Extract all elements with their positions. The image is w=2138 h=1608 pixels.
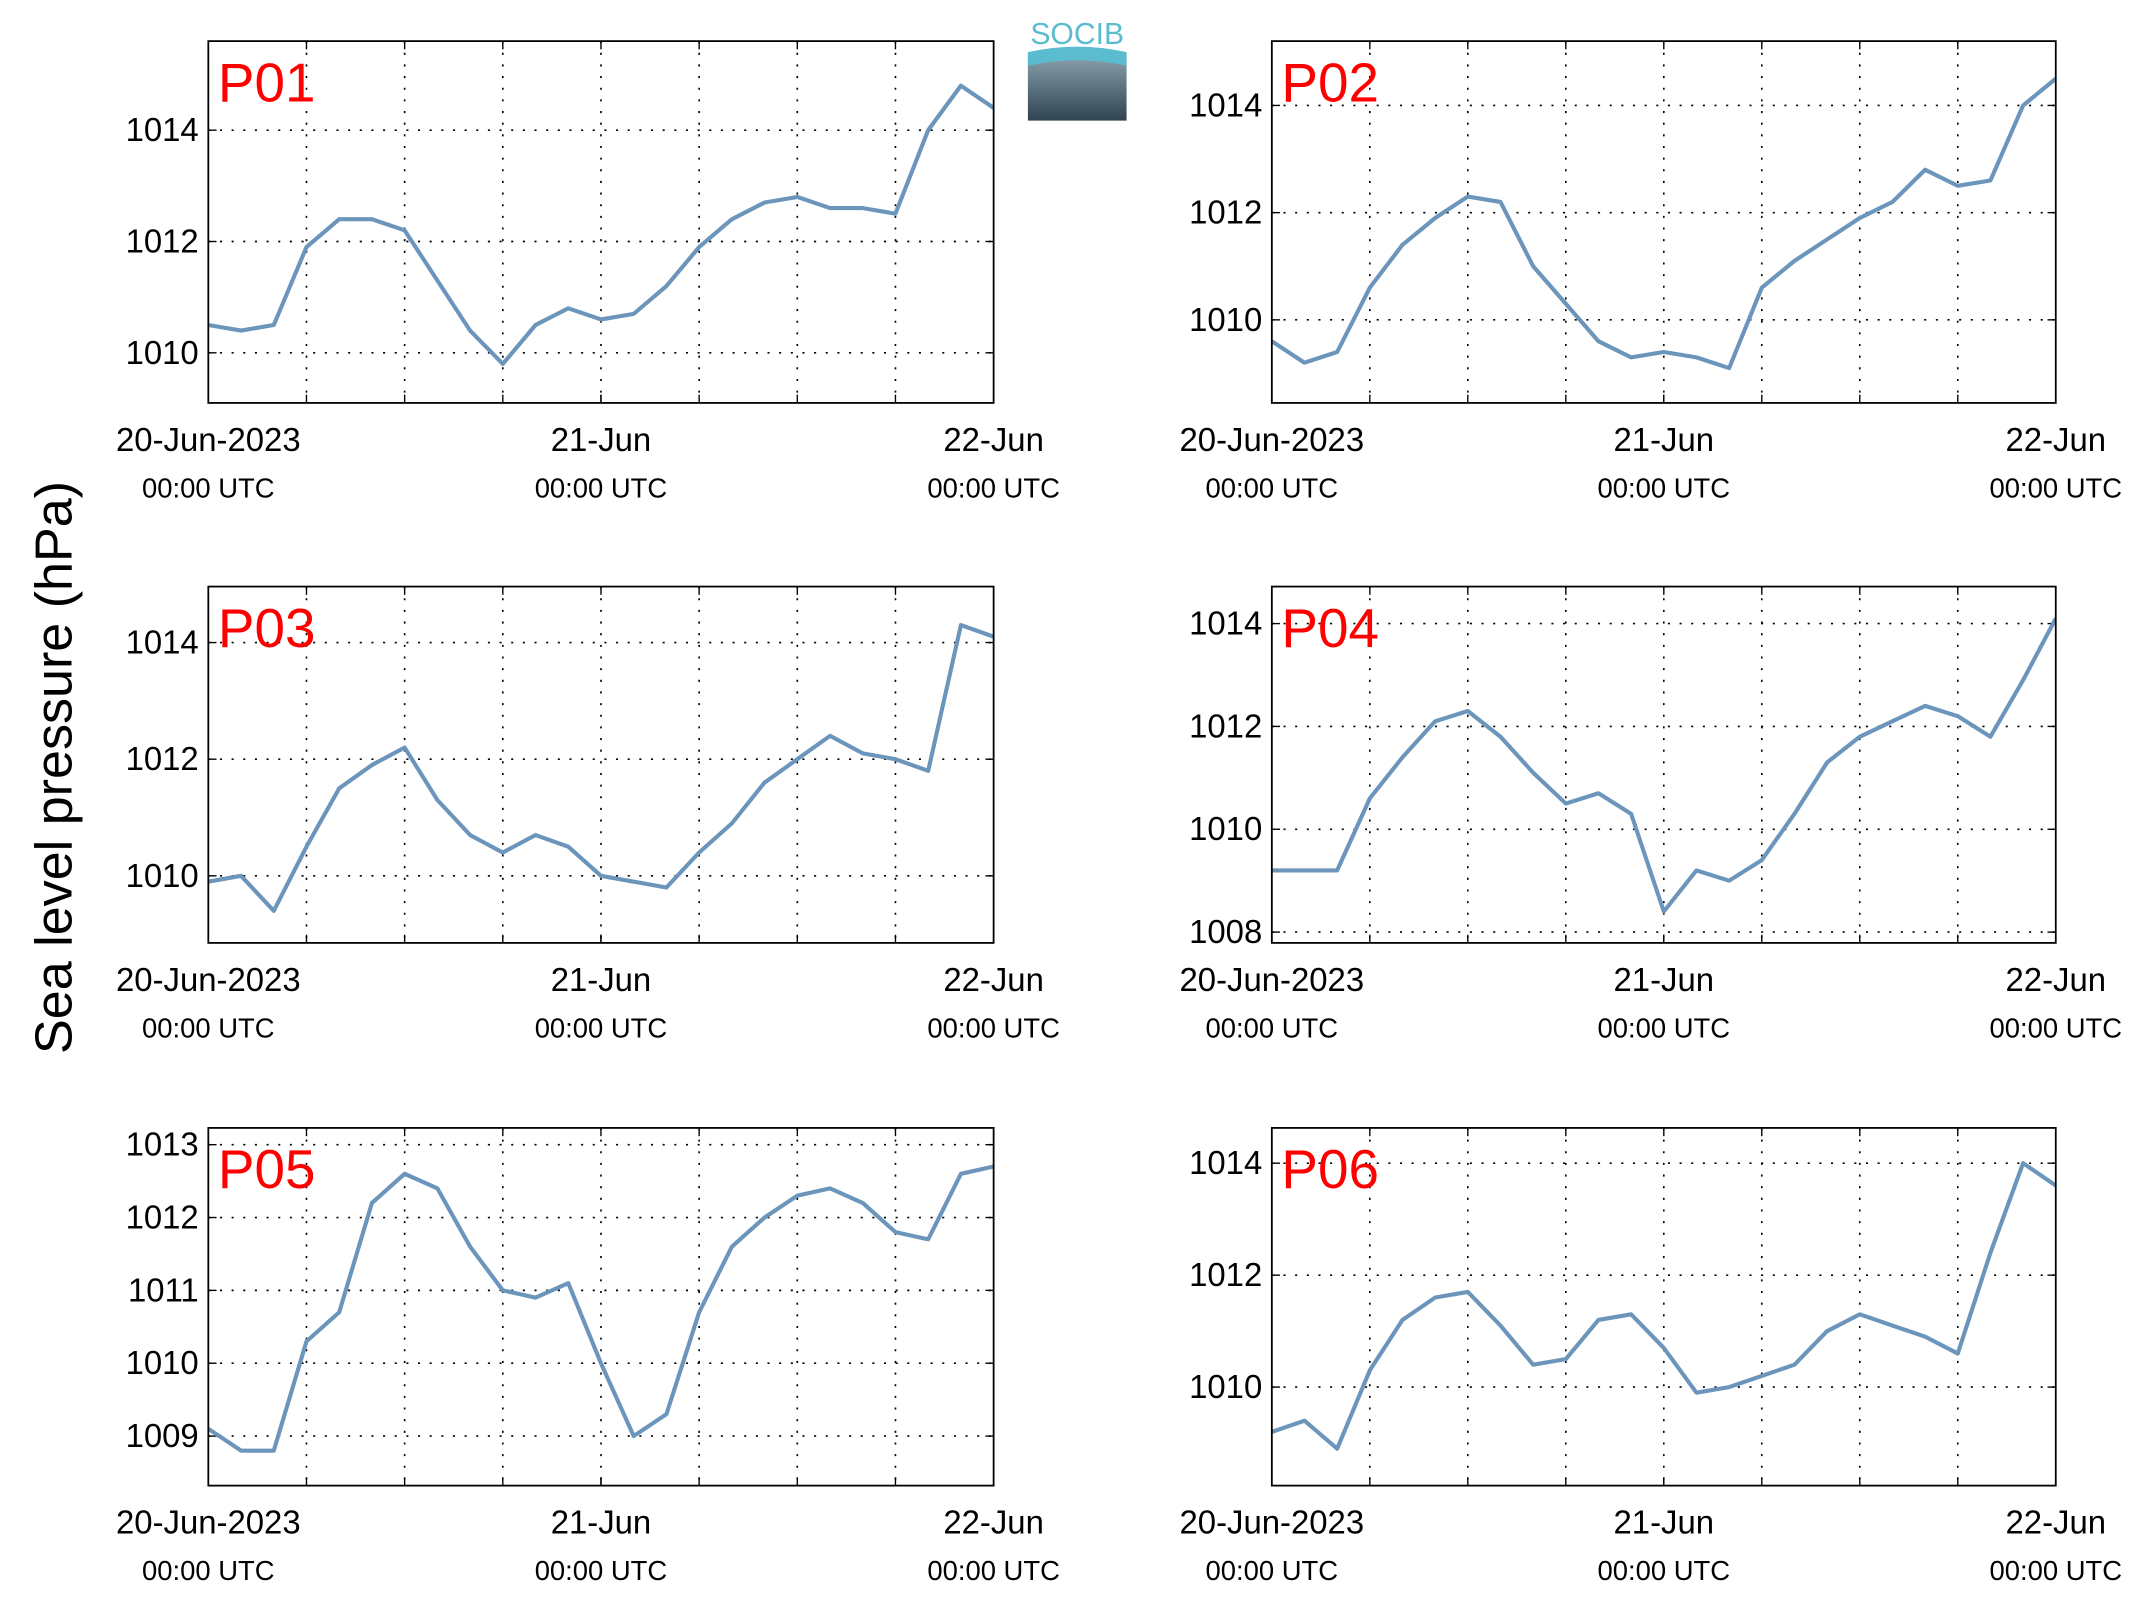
line-group: [1271, 617, 2056, 914]
plot-area: [1271, 41, 2056, 403]
subplot: 1009 1010 1011 1012 1013 20-Jun-2023 00:00 UTC…: [116, 1126, 1060, 1587]
y-axis-label: Sea level pressure (hPa): [25, 481, 83, 1054]
x-tick-label: 20-Jun-2023 00:00 UTC: [116, 961, 301, 1044]
x-tick-label: 22-Jun 00:00 UTC: [927, 421, 1060, 504]
subplot: 1010 1012 1014 20-Jun-2023 00:00 UTC 21-Jun 00…: [116, 40, 1060, 504]
plot-frame: [1270, 585, 2057, 944]
y-tick-label: 1012: [1189, 707, 1262, 744]
y-tick-label: 1010: [1189, 1368, 1262, 1405]
y-tick-label: 1010: [1189, 301, 1262, 338]
data-line: [1271, 1161, 2056, 1451]
y-tick-label: 1012: [126, 740, 199, 777]
x-tick-label: 20-Jun-2023 00:00 UTC: [116, 1504, 301, 1587]
y-tick-label: 1010: [1189, 810, 1262, 847]
x-tick-label: 20-Jun-2023 00:00 UTC: [116, 421, 301, 504]
x-tick-label: 22-Jun 00:00 UTC: [1990, 961, 2123, 1044]
y-tick-label: 1010: [126, 1344, 199, 1381]
y-tick-label: 1010: [126, 857, 199, 894]
x-tick-label: 21-Jun 00:00 UTC: [1598, 961, 1731, 1044]
y-tick-label: 1014: [1189, 1144, 1262, 1181]
plot-frame: [207, 40, 995, 404]
data-line: [1271, 617, 2056, 914]
data-line: [208, 623, 994, 913]
x-tick-label: 20-Jun-2023 00:00 UTC: [1180, 961, 1365, 1044]
x-tick-label: 20-Jun-2023 00:00 UTC: [1180, 1504, 1365, 1587]
y-tick-label: 1008: [1189, 913, 1262, 950]
y-tick-label: 1012: [1189, 194, 1262, 231]
data-line: [208, 83, 994, 367]
logo-wave: [1027, 46, 1127, 66]
plot-frame: [1270, 1127, 2057, 1487]
plot-frame: [207, 1127, 995, 1487]
panel-title: P01: [218, 51, 316, 113]
subplot: 1010 1012 1014 20-Jun-2023 00:00 UTC 21-Jun 00…: [116, 585, 1060, 1044]
x-tick-label: 21-Jun 00:00 UTC: [535, 961, 668, 1044]
x-tick-label: 22-Jun 00:00 UTC: [927, 1504, 1060, 1587]
y-tick-label: 1011: [128, 1271, 199, 1308]
y-tick-label: 1014: [1189, 86, 1262, 123]
panel-title: P02: [1281, 51, 1379, 113]
panel-title: P05: [218, 1138, 316, 1200]
plot-frame: [207, 585, 995, 944]
y-tick-label: 1012: [126, 1198, 199, 1235]
plot-area: [208, 41, 994, 403]
x-tick-label: 22-Jun 00:00 UTC: [1990, 1504, 2123, 1587]
line-group: [208, 623, 994, 913]
panel-title: P04: [1281, 597, 1379, 659]
y-tick-label: 1014: [126, 111, 199, 148]
x-tick-label: 21-Jun 00:00 UTC: [535, 421, 668, 504]
x-tick-label: 22-Jun 00:00 UTC: [927, 961, 1060, 1044]
panel-title: P03: [218, 597, 316, 659]
logo: SOCIB: [1027, 18, 1127, 121]
logo-box: [1027, 52, 1127, 121]
y-tick-label: 1009: [126, 1417, 199, 1454]
x-tick-label: 20-Jun-2023 00:00 UTC: [1180, 421, 1365, 504]
x-tick-label: 21-Jun 00:00 UTC: [1598, 421, 1731, 504]
y-tick-label: 1012: [1189, 1256, 1262, 1293]
subplot: 1010 1012 1014 20-Jun-2023 00:00 UTC 21-Jun 00…: [1180, 1127, 2123, 1587]
data-line: [1271, 77, 2056, 371]
logo-text: SOCIB: [1030, 18, 1124, 51]
y-tick-label: 1014: [1189, 605, 1262, 642]
panel-title: P06: [1281, 1138, 1379, 1200]
y-tick-label: 1013: [126, 1126, 199, 1163]
x-tick-label: 21-Jun 00:00 UTC: [1598, 1504, 1731, 1587]
subplot: 1008 1010 1012 1014 20-Jun-2023 00:00 UTC 21-J…: [1180, 585, 2123, 1044]
line-group: [208, 1164, 994, 1453]
y-tick-label: 1012: [126, 222, 199, 259]
plot-frame: [1270, 40, 2057, 404]
line-group: [1271, 1161, 2056, 1451]
y-tick-label: 1010: [126, 334, 199, 371]
data-line: [208, 1164, 994, 1453]
subplot: 1010 1012 1014 20-Jun-2023 00:00 UTC 21-Jun 00…: [1180, 40, 2123, 504]
x-tick-label: 22-Jun 00:00 UTC: [1990, 421, 2123, 504]
y-tick-label: 1014: [126, 624, 199, 661]
x-tick-label: 21-Jun 00:00 UTC: [535, 1504, 668, 1587]
line-group: [1271, 77, 2056, 371]
line-group: [208, 83, 994, 367]
